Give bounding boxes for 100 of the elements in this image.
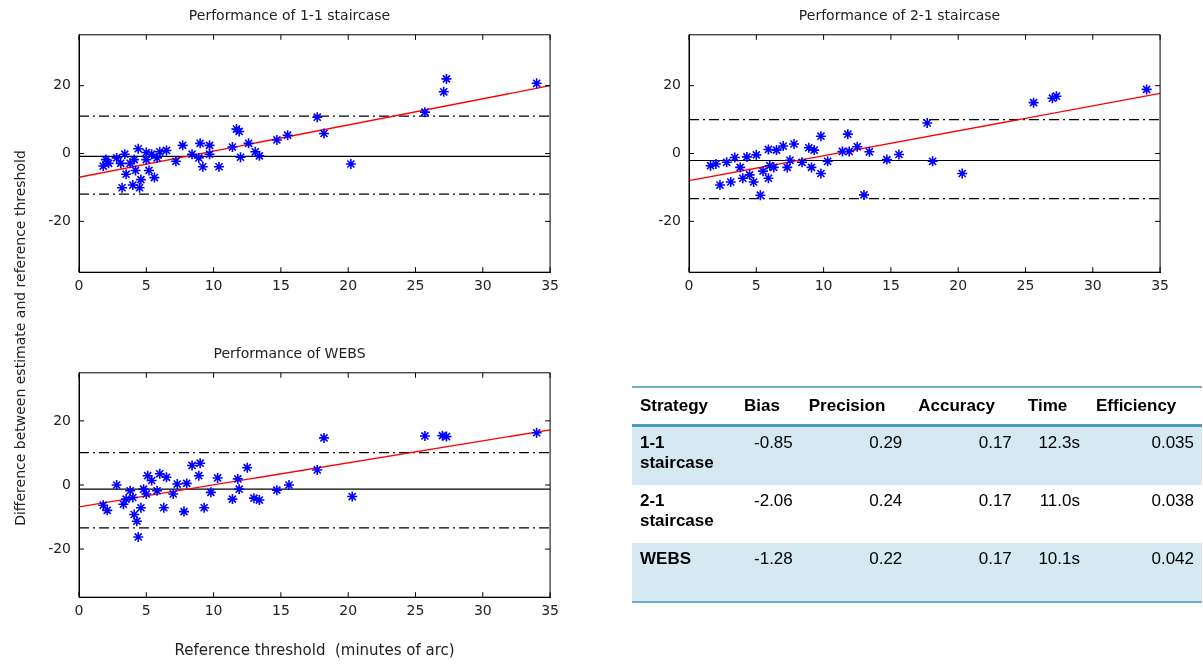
- y-tick-label: 0: [672, 144, 681, 161]
- point: [881, 153, 893, 166]
- y-tick-label: 0: [62, 144, 71, 161]
- point: [242, 137, 255, 150]
- point: [192, 469, 205, 482]
- point: [805, 161, 818, 174]
- point: [124, 157, 136, 170]
- text: 0.17: [978, 549, 1012, 568]
- point: [176, 139, 189, 152]
- x-tick-label: 30: [473, 602, 492, 619]
- x-tick-label: 20: [339, 277, 358, 294]
- point: [248, 492, 260, 504]
- point: [318, 432, 330, 444]
- point: [345, 158, 357, 170]
- point: [754, 189, 767, 202]
- point: [234, 151, 247, 164]
- point: [851, 140, 864, 153]
- point: [283, 479, 295, 491]
- x-tick-label: 25: [406, 277, 425, 294]
- point: [530, 77, 543, 90]
- point: [704, 159, 717, 172]
- point: [1027, 96, 1040, 109]
- point: [100, 153, 112, 166]
- point: [770, 144, 783, 156]
- category-label: Precision: [800, 387, 911, 426]
- point: [743, 169, 756, 181]
- point: [203, 148, 216, 160]
- point: [170, 155, 182, 168]
- text: -1.28: [754, 549, 793, 568]
- point: [781, 161, 794, 174]
- text: 0.035: [1151, 433, 1194, 452]
- point: [253, 150, 266, 162]
- point: [194, 457, 206, 469]
- x-tick-label: 10: [814, 277, 833, 294]
- point: [757, 165, 769, 177]
- point: [198, 501, 210, 514]
- point: [203, 139, 216, 152]
- point: [724, 176, 737, 188]
- point: [926, 155, 939, 168]
- point: [281, 129, 294, 141]
- point: [197, 160, 209, 173]
- text: 0.22: [869, 549, 903, 568]
- text: 0.038: [1151, 491, 1194, 510]
- category-label: Accuracy: [910, 387, 1020, 426]
- point: [750, 149, 763, 161]
- point: [135, 501, 147, 514]
- point: [311, 464, 324, 476]
- text: 10.1s: [1038, 549, 1080, 568]
- text: 0.24: [869, 491, 903, 510]
- point: [178, 505, 190, 518]
- point: [710, 158, 722, 170]
- x-tick-label: 0: [74, 277, 84, 294]
- point: [167, 488, 180, 500]
- point: [821, 155, 834, 168]
- point: [132, 142, 145, 155]
- point: [180, 477, 193, 490]
- point: [120, 493, 132, 505]
- y-tick-label: -20: [658, 211, 681, 228]
- chart-title: Performance of 2-1 staircase: [798, 7, 1001, 24]
- category-label: Strategy: [632, 387, 736, 426]
- point: [213, 160, 225, 173]
- point: [153, 146, 166, 158]
- x-tick-label: 35: [1151, 277, 1170, 294]
- point: [734, 161, 746, 174]
- point: [796, 156, 808, 169]
- point: [271, 134, 283, 146]
- point: [211, 472, 224, 484]
- x-tick-label: 20: [339, 602, 358, 619]
- x-tick-label: 5: [141, 277, 151, 294]
- point: [160, 144, 173, 157]
- point: [249, 146, 262, 158]
- point: [762, 143, 775, 156]
- text: 11.0s: [1039, 491, 1080, 510]
- point: [186, 148, 198, 160]
- point: [271, 484, 283, 496]
- point: [241, 461, 254, 474]
- y-tick-label: -20: [48, 539, 71, 556]
- chart-title: Performance of WEBS: [213, 345, 366, 362]
- chart-title: Performance of 1-1 staircase: [188, 7, 391, 24]
- point: [232, 473, 244, 485]
- point: [226, 141, 239, 153]
- text: 0.17: [978, 433, 1012, 452]
- point: [153, 467, 166, 480]
- point: [226, 493, 239, 505]
- point: [151, 152, 163, 164]
- point: [253, 494, 266, 506]
- point: [777, 140, 790, 152]
- x-tick-label: 10: [204, 277, 223, 294]
- x-tick-label: 25: [406, 602, 425, 619]
- text: 1-1 staircase: [640, 433, 714, 472]
- x-tick-label: 25: [1016, 277, 1035, 294]
- x-tick-label: 35: [541, 277, 560, 294]
- point: [127, 179, 139, 191]
- point: [116, 181, 128, 194]
- point: [194, 137, 206, 150]
- point: [720, 156, 733, 169]
- point: [530, 426, 543, 439]
- point: [436, 429, 449, 442]
- x-tick-label: 5: [751, 277, 761, 294]
- y-tick-label: 20: [53, 411, 71, 428]
